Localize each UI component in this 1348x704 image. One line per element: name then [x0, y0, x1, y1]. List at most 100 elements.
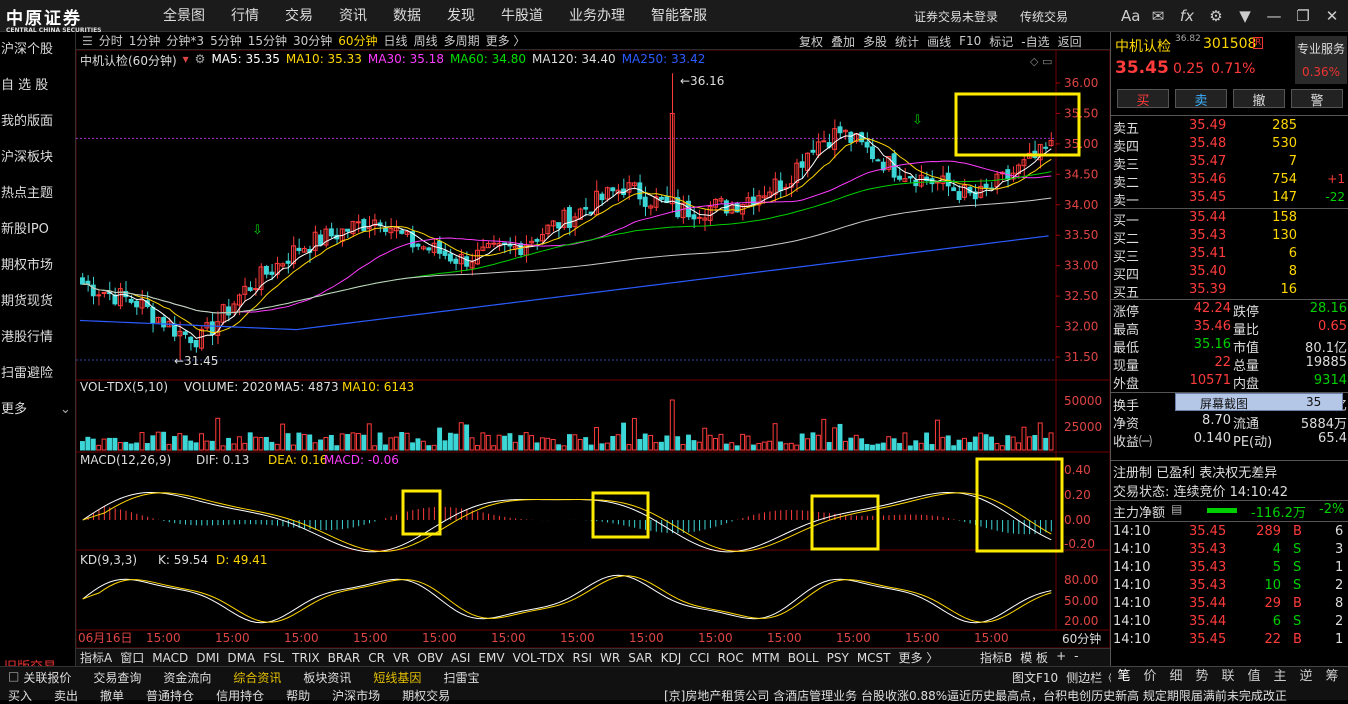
indicator-tab[interactable]: VR	[392, 650, 410, 665]
function-icon[interactable]: fx	[1179, 7, 1195, 25]
sidebar-item[interactable]: 期货现货	[1, 294, 54, 309]
top-nav-item[interactable]: 发现	[447, 8, 475, 24]
trade-shortcut[interactable]: 帮助	[286, 689, 311, 703]
font-size-icon[interactable]: Aa	[1121, 7, 1141, 25]
period-tab[interactable]: 分钟*3	[166, 34, 205, 48]
indicator-tab[interactable]: MACD	[152, 650, 189, 665]
news-ticker[interactable]: [京]房地产租赁公司 含酒店管理业务 台股收涨0.88%逼近历史最高点，台积电创…	[664, 689, 1287, 703]
trade-shortcut[interactable]: 卖出	[54, 689, 79, 703]
sidebar-item[interactable]: 自 选 股	[1, 78, 49, 93]
chart-tool-button[interactable]: 叠加	[831, 34, 856, 49]
sidebar-item[interactable]: 热点主题	[1, 186, 54, 201]
chart-tool-button[interactable]: 画线	[927, 34, 952, 49]
right-panel-tab[interactable]: 价	[1143, 669, 1157, 684]
sidebar-item[interactable]: 沪深板块	[1, 150, 54, 165]
right-panel-tab[interactable]: 笔	[1117, 669, 1131, 684]
trade-shortcut[interactable]: 普通持仓	[146, 689, 195, 703]
top-nav-item[interactable]: 行情	[231, 8, 259, 24]
indicator-tab[interactable]: RSI	[572, 650, 593, 665]
top-right-link[interactable]: 传统交易	[1020, 9, 1069, 24]
period-tab[interactable]: 日线	[383, 34, 408, 48]
right-panel-tab[interactable]: 筹	[1325, 669, 1339, 684]
indicator-tab[interactable]: CCI	[689, 650, 710, 665]
indicator-tab[interactable]: FSL	[263, 650, 285, 665]
indicator-tab[interactable]: BRAR	[327, 650, 361, 665]
shirt-icon[interactable]: ▼	[1239, 7, 1251, 25]
menu-icon[interactable]: ☰	[82, 33, 93, 48]
restore-icon[interactable]: ❐	[1296, 7, 1310, 25]
chart-tool-button[interactable]: 统计	[895, 34, 920, 49]
top-nav-item[interactable]: 业务办理	[569, 8, 625, 24]
cancel-order-button[interactable]: 撤	[1233, 89, 1285, 109]
status-link[interactable]: 短线基因	[373, 671, 422, 685]
professional-service-button[interactable]: 专业服务 0.36%	[1295, 36, 1347, 84]
sidebar-item[interactable]: 新股IPO	[1, 222, 49, 237]
period-tab[interactable]: 60分钟	[338, 34, 378, 48]
alert-button[interactable]: 警	[1291, 89, 1343, 109]
indicator-tab[interactable]: 窗口	[120, 651, 145, 665]
right-panel-tab[interactable]: 势	[1195, 669, 1209, 684]
right-panel-tab[interactable]: 细	[1169, 669, 1183, 684]
right-panel-tab[interactable]: 主	[1273, 669, 1287, 684]
indicator-tab[interactable]: OBV	[417, 650, 444, 665]
status-link[interactable]: 资金流向	[163, 671, 212, 685]
sidebar-item[interactable]: 我的版面	[1, 114, 54, 129]
status-link[interactable]: 综合资讯	[233, 671, 282, 685]
status-link[interactable]: 交易查询	[93, 671, 142, 685]
top-right-link[interactable]: 证券交易未登录	[914, 9, 999, 24]
indicator-tab[interactable]: CR	[368, 650, 385, 665]
sidebar-item[interactable]: 沪深个股	[1, 42, 54, 57]
mail-icon[interactable]: ✉	[1151, 7, 1165, 25]
right-panel-tab[interactable]: 值	[1247, 669, 1261, 684]
buy-button[interactable]: 买	[1117, 89, 1169, 109]
top-nav-item[interactable]: 数据	[393, 8, 421, 24]
status-link[interactable]: 板块资讯	[303, 671, 352, 685]
indicator-tab[interactable]: WR	[600, 650, 621, 665]
period-tab[interactable]: 周线	[413, 34, 438, 48]
period-tab[interactable]: 1分钟	[128, 34, 161, 48]
indicator-tab[interactable]: TRIX	[292, 650, 320, 665]
close-icon[interactable]: ✕	[1325, 7, 1339, 25]
chart-tool-button[interactable]: 复权	[799, 34, 824, 49]
chart-tool-button[interactable]: 标记	[989, 34, 1014, 49]
indicator-tab[interactable]: MCST	[856, 650, 891, 665]
indicator-tab[interactable]: SAR	[628, 650, 653, 665]
period-tab[interactable]: 分时	[98, 34, 123, 48]
indicator-tab[interactable]: BOLL	[787, 650, 819, 665]
trade-shortcut[interactable]: 期权交易	[402, 689, 451, 703]
sidebar-item[interactable]: 港股行情	[1, 330, 54, 345]
indicator-tab[interactable]: 更多 〉	[898, 651, 939, 665]
sidebar-item[interactable]: 更多 ⌄	[0, 392, 75, 428]
indicator-tab[interactable]: MTM	[751, 650, 780, 665]
minus-icon[interactable]: —	[1266, 7, 1282, 25]
indicator-right-button[interactable]: 指标B	[980, 651, 1013, 665]
gear-icon[interactable]: ⚙	[194, 52, 206, 66]
indicator-right-button[interactable]: 模 板	[1020, 651, 1049, 665]
period-tab[interactable]: 30分钟	[292, 34, 333, 48]
trade-shortcut[interactable]: 沪深市场	[332, 689, 381, 703]
trade-shortcut[interactable]: 撤单	[100, 689, 125, 703]
chart-tool-button[interactable]: 多股	[863, 34, 888, 49]
sell-button[interactable]: 卖	[1175, 89, 1227, 109]
indicator-tab[interactable]: VOL-TDX	[512, 650, 565, 665]
sidebar-item[interactable]: 扫雷避险	[1, 366, 54, 381]
gear-icon[interactable]: ⚙	[1209, 7, 1223, 25]
period-tab[interactable]: 更多 〉	[485, 34, 526, 48]
status-link[interactable]: 扫雷宝	[443, 671, 480, 685]
trade-shortcut[interactable]: 买入	[8, 689, 33, 703]
top-nav-item[interactable]: 交易	[285, 8, 313, 24]
indicator-tab[interactable]: DMA	[227, 650, 256, 665]
indicator-tab[interactable]: DMI	[196, 650, 220, 665]
screenshot-popup[interactable]: 屏幕截图 35	[1175, 393, 1343, 411]
indicator-right-button[interactable]: +	[1056, 649, 1067, 663]
sidebar-item[interactable]: 期权市场	[1, 258, 54, 273]
right-panel-tab[interactable]: 逆	[1299, 669, 1313, 684]
indicator-tab[interactable]: PSY	[826, 650, 849, 665]
settings-icon[interactable]: ▾	[182, 52, 189, 66]
indicator-right-button[interactable]: -	[1074, 649, 1079, 663]
indicator-tab[interactable]: KDJ	[660, 650, 682, 665]
chart-tool-button[interactable]: 返回	[1057, 34, 1082, 49]
kline-chart-area[interactable]: 36.00 35.50 35.00 34.50 34.00 33.50 33.00 32.50…	[76, 50, 1110, 648]
right-panel-tab[interactable]: 联	[1221, 669, 1235, 684]
app-logo[interactable]: 中原证券 CENTRAL CHINA SECURITIES	[0, 0, 110, 34]
